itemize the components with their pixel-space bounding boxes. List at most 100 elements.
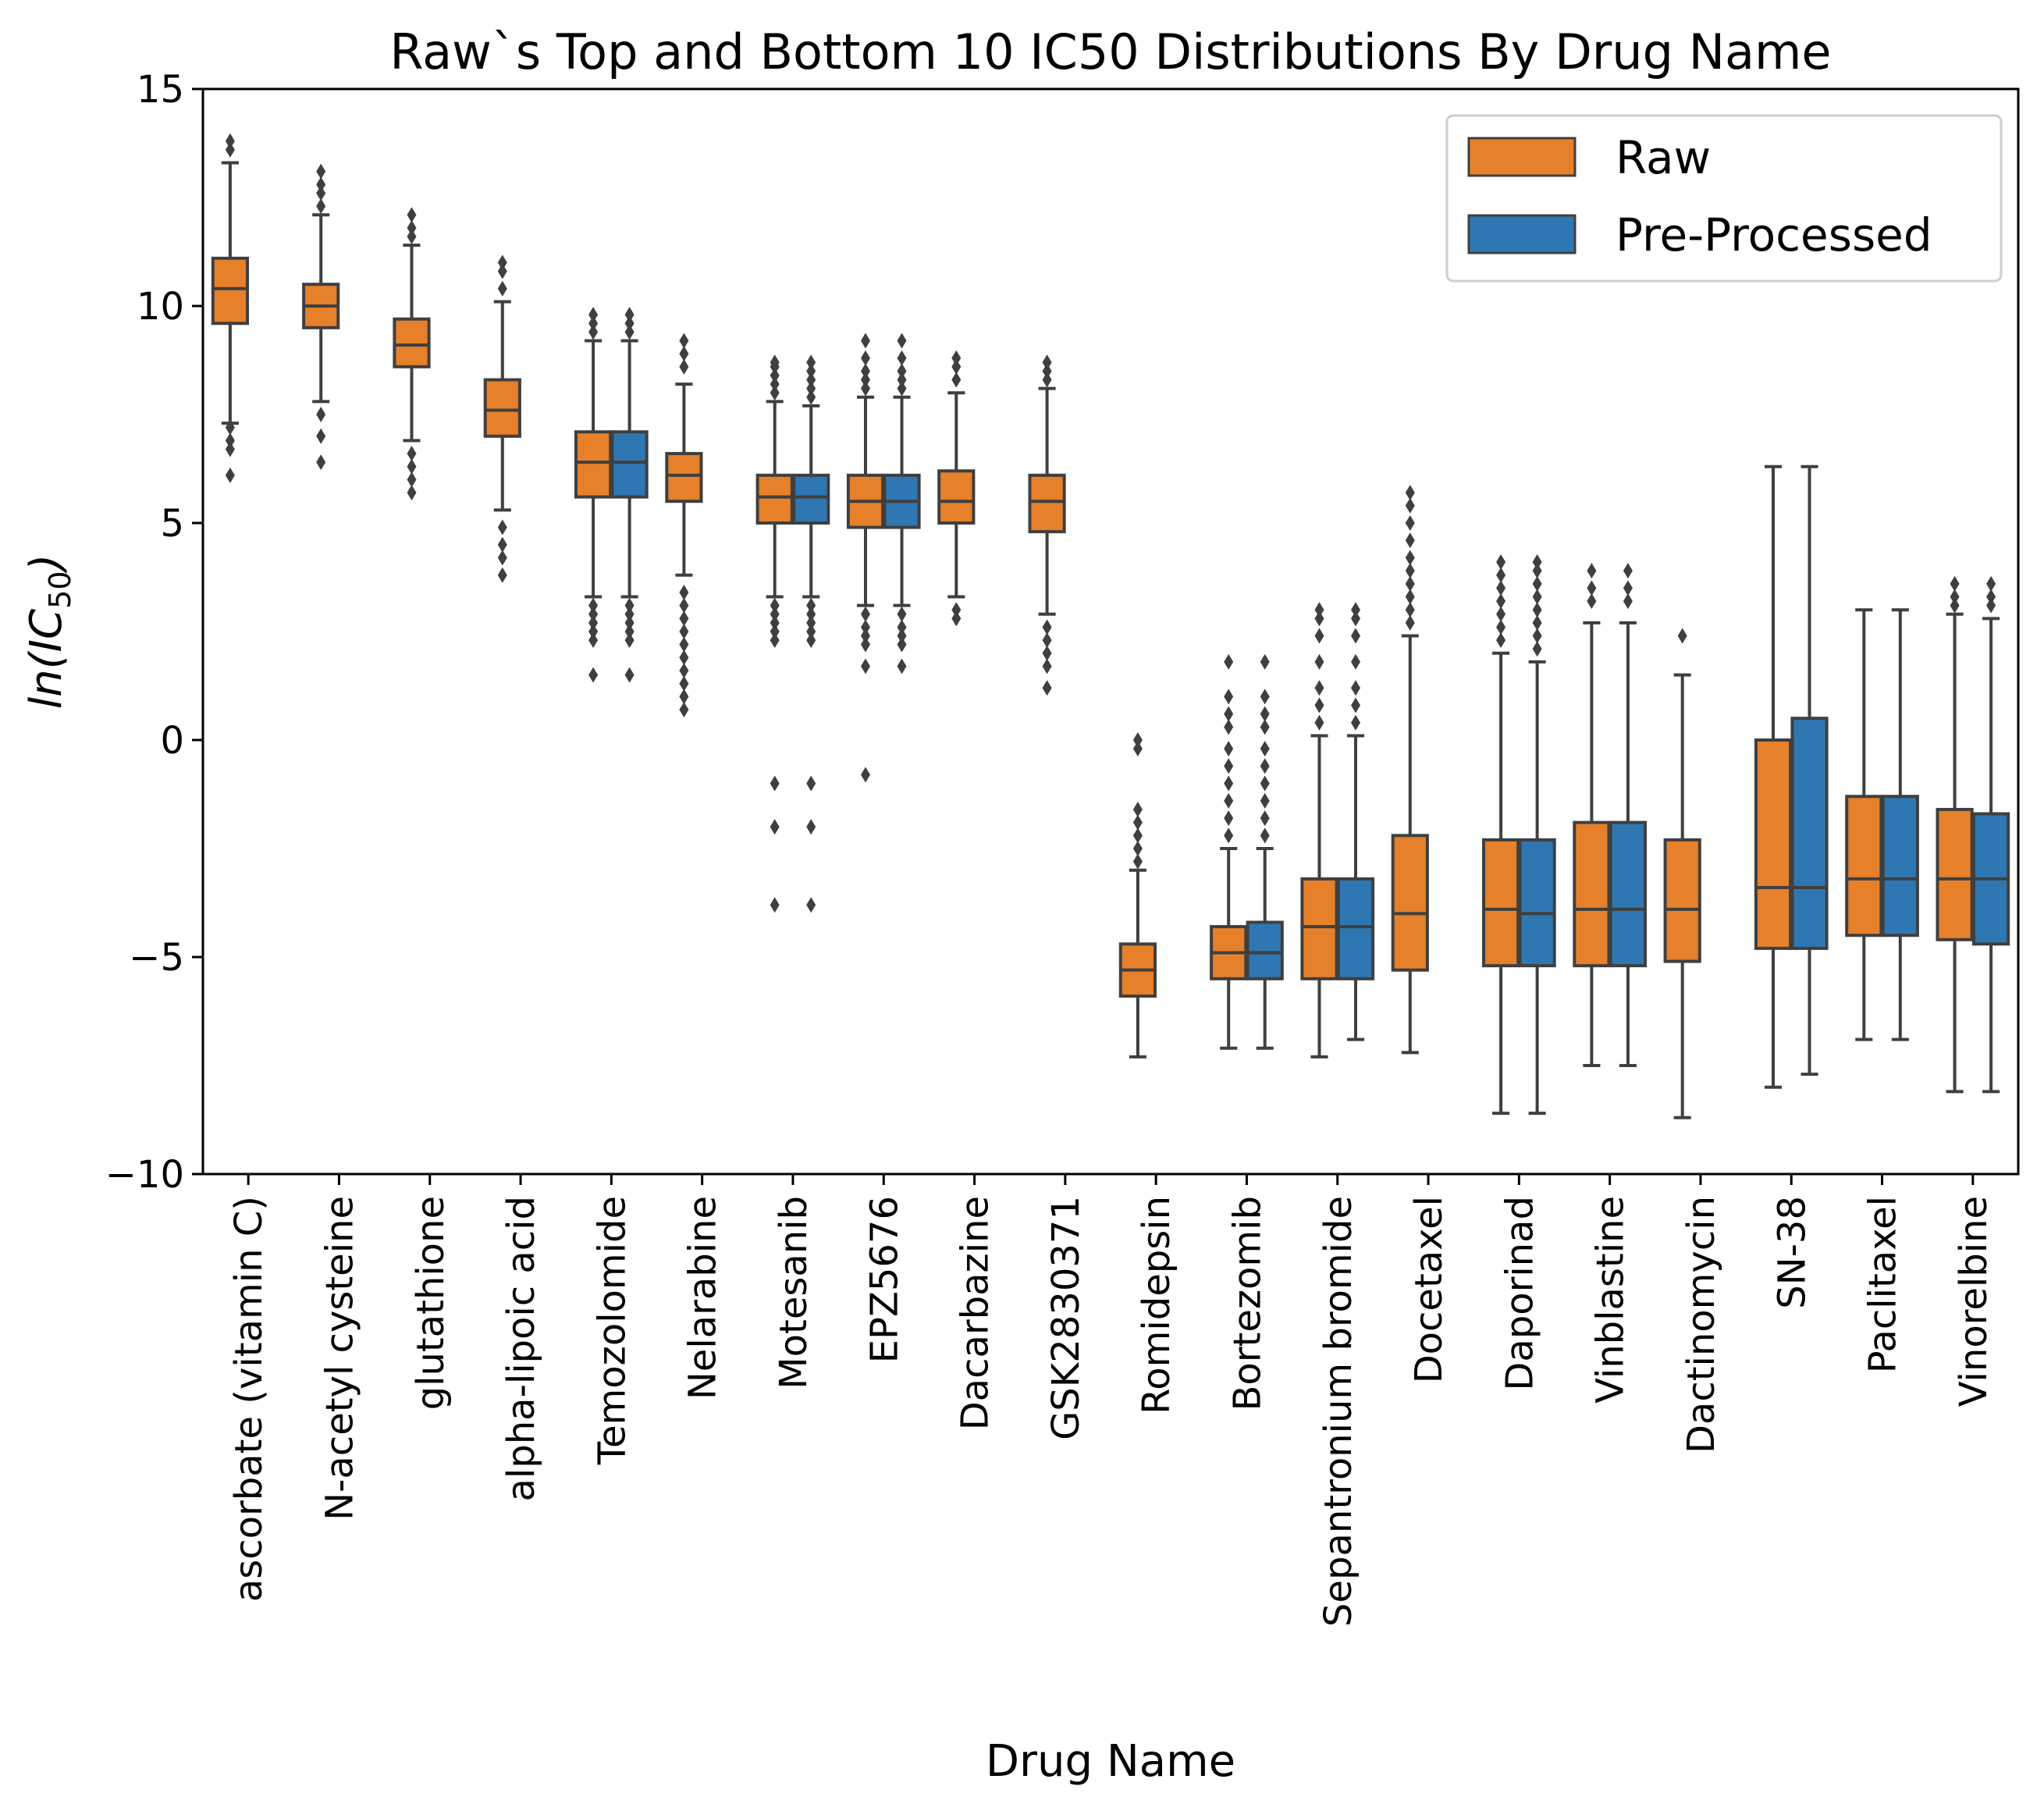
outlier-point (897, 606, 907, 622)
box-pre-processed (883, 333, 921, 674)
outlier-point (1132, 841, 1143, 856)
outlier-point (770, 632, 780, 649)
outlier-point (1405, 497, 1415, 514)
outlier-point (897, 333, 907, 349)
outlier-point (897, 372, 907, 388)
x-tick-label: Paclitaxel (1861, 1196, 1905, 1373)
outlier-point (1314, 602, 1324, 618)
outlier-point (1496, 567, 1506, 583)
outlier-point (679, 584, 689, 600)
box-iqr (1609, 820, 1648, 968)
x-tick-label: Temozolomide (590, 1196, 634, 1465)
box-iqr (1881, 795, 1919, 938)
outlier-point (770, 819, 780, 835)
outlier-point (860, 372, 870, 388)
outlier-point (1224, 810, 1234, 827)
outlier-point (1950, 575, 1960, 592)
outlier-point (679, 624, 689, 639)
box-iqr (1790, 717, 1829, 950)
outlier-point (1405, 485, 1415, 501)
box-raw (483, 254, 521, 583)
outlier-point (1260, 719, 1270, 735)
box-raw (1573, 563, 1611, 1067)
box-raw (1936, 575, 1974, 1094)
outlier-point (679, 649, 689, 666)
outlier-point (225, 133, 235, 149)
outlier-point (1132, 801, 1143, 817)
outlier-point (806, 597, 816, 614)
box-iqr (1754, 738, 1793, 950)
y-axis-label-subscript: 50 (43, 571, 77, 608)
outlier-point (770, 376, 780, 393)
outlier-point (1224, 758, 1234, 774)
outlier-point (497, 519, 507, 536)
outlier-point (1042, 354, 1052, 371)
outlier-point (860, 606, 870, 622)
outlier-point (679, 610, 689, 627)
outlier-point (1351, 602, 1361, 618)
outlier-point (1496, 593, 1506, 610)
box-raw (211, 133, 249, 483)
outlier-point (770, 775, 780, 792)
outlier-point (1986, 589, 1996, 605)
box-raw (755, 354, 794, 913)
outlier-point (1405, 589, 1415, 605)
outlier-point (225, 141, 235, 158)
outlier-point (1260, 758, 1270, 774)
box-iqr (1936, 807, 1974, 941)
box-raw (574, 307, 613, 683)
y-tick-label: −10 (105, 1153, 184, 1197)
legend-swatch-raw (1467, 137, 1577, 177)
outlier-point (1260, 653, 1270, 670)
outlier-point (897, 363, 907, 379)
box-raw (1118, 732, 1157, 1059)
outlier-point (1132, 827, 1143, 844)
outlier-point (806, 775, 816, 792)
outlier-point (1224, 719, 1234, 735)
outlier-point (679, 689, 689, 705)
x-tick-label: GSK2830371 (1044, 1196, 1088, 1440)
outlier-point (588, 632, 599, 649)
outlier-point (588, 307, 599, 323)
outlier-point (588, 667, 599, 683)
box-iqr (483, 378, 521, 438)
outlier-point (770, 385, 780, 401)
box-iqr (1391, 834, 1429, 972)
outlier-point (1496, 554, 1506, 571)
outlier-point (770, 606, 780, 622)
outlier-point (1224, 706, 1234, 722)
outlier-point (860, 380, 870, 397)
outlier-point (1042, 363, 1052, 379)
outlier-point (624, 632, 635, 649)
outlier-point (1224, 775, 1234, 792)
outlier-point (497, 254, 507, 271)
box-iqr (1028, 473, 1066, 534)
outlier-point (1260, 706, 1270, 722)
outlier-point (316, 407, 326, 422)
outlier-point (1314, 697, 1324, 713)
outlier-point (1260, 775, 1270, 792)
outlier-point (951, 372, 962, 388)
outlier-point (1260, 810, 1270, 827)
legend-label-preprocessed: Pre-Processed (1616, 208, 1932, 262)
box-iqr (1663, 838, 1701, 963)
outlier-point (588, 624, 599, 639)
outlier-point (1224, 741, 1234, 757)
box-series-group (211, 133, 2010, 1119)
outlier-point (951, 358, 962, 375)
box-raw (846, 333, 885, 783)
outlier-point (407, 485, 417, 501)
outlier-point (860, 619, 870, 635)
outlier-point (1351, 653, 1361, 670)
outlier-point (1405, 614, 1415, 631)
outlier-point (624, 315, 635, 332)
legend-swatch-preprocessed (1467, 214, 1577, 254)
box-pre-processed (610, 307, 649, 683)
outlier-point (497, 280, 507, 297)
outlier-point (497, 567, 507, 583)
outlier-point (1587, 580, 1597, 596)
outlier-point (679, 333, 689, 349)
y-axis: −10 −5 0 5 10 15 (105, 68, 203, 1197)
x-tick-label: ascorbate (vitamin C) (227, 1196, 271, 1602)
x-tick-label: Motesanib (772, 1196, 816, 1389)
